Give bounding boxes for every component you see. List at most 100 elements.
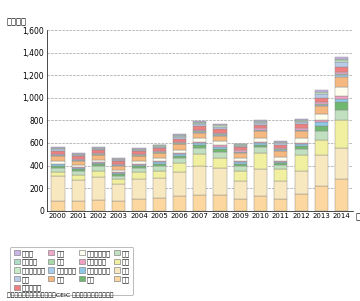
Bar xyxy=(335,179,348,211)
Bar xyxy=(254,138,267,141)
Bar xyxy=(193,154,206,166)
Bar xyxy=(213,125,227,126)
Bar xyxy=(153,148,166,151)
Bar xyxy=(315,131,328,140)
Bar xyxy=(112,159,125,160)
Bar xyxy=(234,153,247,158)
Bar xyxy=(173,135,186,136)
Bar xyxy=(315,105,328,106)
Bar xyxy=(274,148,287,149)
Bar xyxy=(193,124,206,126)
Bar xyxy=(294,171,308,194)
Bar xyxy=(92,155,105,160)
Bar xyxy=(72,175,85,180)
Bar xyxy=(132,150,145,151)
Bar xyxy=(132,161,145,164)
Bar xyxy=(112,165,125,166)
Bar xyxy=(315,123,328,126)
Bar xyxy=(193,166,206,195)
Bar xyxy=(72,161,85,165)
Bar xyxy=(132,179,145,199)
Bar xyxy=(153,161,166,162)
Bar xyxy=(294,149,308,155)
Bar xyxy=(335,74,348,76)
Bar xyxy=(173,137,186,139)
Bar xyxy=(335,60,348,63)
Bar xyxy=(51,166,64,168)
Bar xyxy=(51,156,64,161)
Bar xyxy=(112,174,125,175)
Bar xyxy=(335,120,348,147)
Text: （年）: （年） xyxy=(356,213,360,222)
Bar xyxy=(173,139,186,142)
Bar xyxy=(193,122,206,123)
Bar xyxy=(335,99,348,102)
Bar xyxy=(153,145,166,146)
Bar xyxy=(193,123,206,124)
Bar xyxy=(132,199,145,211)
Bar xyxy=(294,125,308,128)
Bar xyxy=(153,144,166,145)
Bar xyxy=(213,147,227,149)
Bar xyxy=(254,123,267,125)
Bar xyxy=(193,148,206,154)
Bar xyxy=(315,186,328,211)
Bar xyxy=(193,144,206,145)
Bar xyxy=(254,145,267,147)
Bar xyxy=(274,141,287,142)
Bar xyxy=(173,142,186,143)
Bar xyxy=(234,158,247,161)
Bar xyxy=(173,150,186,153)
Bar xyxy=(213,158,227,168)
Bar xyxy=(274,149,287,150)
Bar xyxy=(213,124,227,125)
Bar xyxy=(132,156,145,157)
Bar xyxy=(294,122,308,125)
Bar xyxy=(132,149,145,150)
Bar xyxy=(254,125,267,128)
Bar xyxy=(234,152,247,153)
Bar xyxy=(51,148,64,149)
Bar xyxy=(234,171,247,181)
Bar xyxy=(213,134,227,135)
Bar xyxy=(254,121,267,122)
Bar xyxy=(315,106,328,114)
Bar xyxy=(193,133,206,138)
Bar xyxy=(92,164,105,166)
Bar xyxy=(335,87,348,96)
Bar xyxy=(335,110,348,120)
Bar xyxy=(294,128,308,129)
Bar xyxy=(153,151,166,152)
Bar xyxy=(92,154,105,155)
Bar xyxy=(51,164,64,166)
Bar xyxy=(234,150,247,152)
Bar xyxy=(72,165,85,167)
Bar xyxy=(92,200,105,211)
Bar xyxy=(51,201,64,211)
Bar xyxy=(51,172,64,176)
Bar xyxy=(153,152,166,153)
Bar xyxy=(294,130,308,131)
Bar xyxy=(234,162,247,164)
Bar xyxy=(335,59,348,60)
Bar xyxy=(72,155,85,156)
Bar xyxy=(254,169,267,197)
Bar xyxy=(213,168,227,195)
Bar xyxy=(112,173,125,174)
Bar xyxy=(274,144,287,145)
Bar xyxy=(294,144,308,146)
Bar xyxy=(193,131,206,132)
Bar xyxy=(153,158,166,161)
Bar xyxy=(92,162,105,163)
Bar xyxy=(173,154,186,156)
Bar xyxy=(193,142,206,144)
Bar xyxy=(153,146,166,147)
Bar xyxy=(173,163,186,172)
Bar xyxy=(254,153,267,169)
Bar xyxy=(132,151,145,154)
Bar xyxy=(132,155,145,156)
Bar xyxy=(213,145,227,147)
Bar xyxy=(315,155,328,186)
Bar xyxy=(132,168,145,172)
Bar xyxy=(254,128,267,129)
